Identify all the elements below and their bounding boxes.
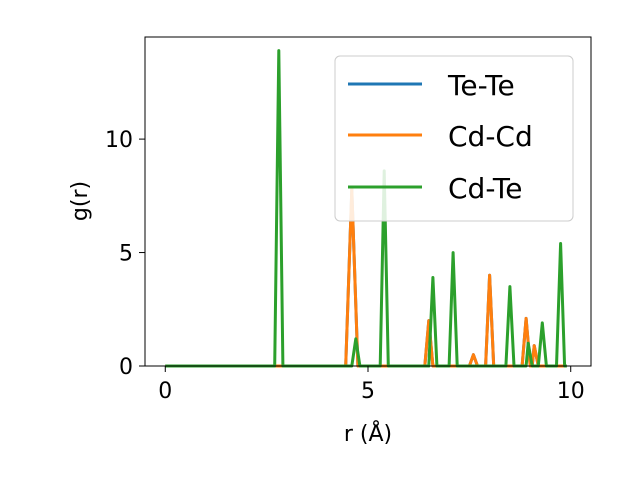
- x-tick-label: 0: [158, 379, 172, 404]
- legend-box: [334, 55, 574, 222]
- legend-label-te-te: Te-Te: [447, 69, 515, 102]
- x-tick-label: 10: [557, 379, 585, 404]
- x-axis-label: r (Å): [344, 420, 392, 447]
- y-tick-label: 0: [119, 355, 133, 380]
- ticks-layer: 0 5 10 0 5 10: [105, 128, 585, 404]
- legend: Te-Te Cd-Cd Cd-Te: [334, 55, 574, 222]
- y-tick-label: 10: [105, 128, 133, 153]
- x-tick-label: 5: [361, 379, 375, 404]
- series-line-cd-te: [165, 49, 567, 368]
- y-axis-label: g(r): [68, 181, 93, 221]
- legend-label-cd-te: Cd-Te: [448, 172, 522, 205]
- y-tick-label: 5: [119, 242, 133, 267]
- legend-label-cd-cd: Cd-Cd: [448, 120, 533, 153]
